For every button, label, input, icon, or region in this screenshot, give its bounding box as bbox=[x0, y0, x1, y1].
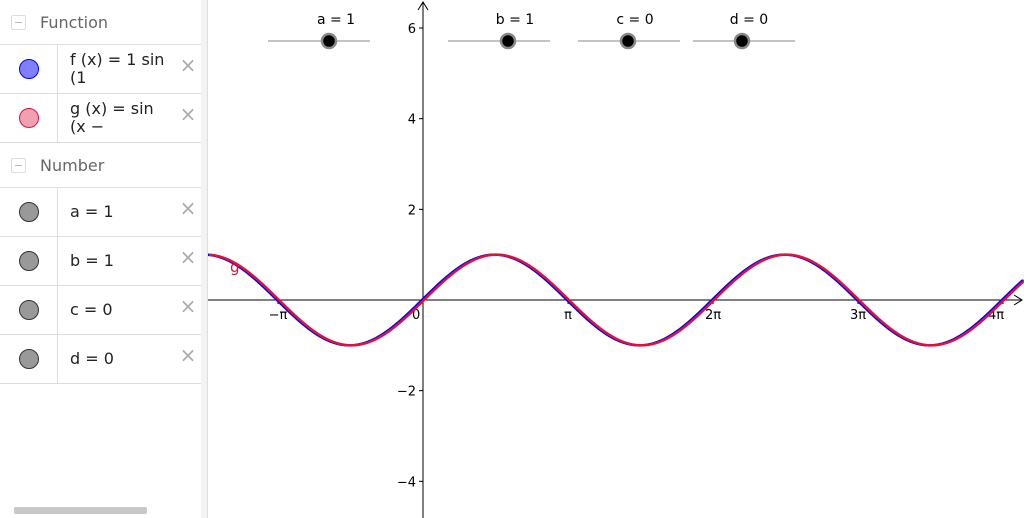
group-header-number[interactable]: Number bbox=[0, 143, 201, 188]
y-tick-label: 6 bbox=[408, 22, 416, 37]
scrollbar-thumb[interactable] bbox=[14, 507, 147, 514]
delete-icon[interactable]: × bbox=[179, 294, 197, 318]
algebra-item[interactable]: a = 1 × bbox=[0, 188, 201, 237]
group-label: Function bbox=[40, 12, 109, 32]
y-tick-label: 4 bbox=[408, 113, 416, 128]
delete-icon[interactable]: × bbox=[179, 196, 197, 220]
algebra-item[interactable]: d = 0 × bbox=[0, 335, 201, 384]
x-tick-label: 3π bbox=[850, 308, 866, 323]
y-tick-label: 2 bbox=[408, 203, 416, 218]
slider-handle[interactable] bbox=[320, 32, 338, 50]
function-g-curve[interactable] bbox=[208, 253, 1024, 347]
slider-label: a = 1 bbox=[317, 12, 355, 28]
collapse-toggle-icon[interactable] bbox=[11, 157, 26, 173]
algebra-item[interactable]: f (x) = 1 sin (1 × bbox=[0, 45, 201, 94]
algebra-item[interactable]: g (x) = sin (x − × bbox=[0, 94, 201, 143]
algebra-item-text[interactable]: f (x) = 1 sin (1 bbox=[70, 50, 165, 87]
visibility-toggle[interactable] bbox=[18, 349, 39, 369]
slider-label: d = 0 bbox=[730, 12, 768, 28]
horizontal-scrollbar[interactable] bbox=[0, 504, 201, 516]
curve-label-g: g bbox=[230, 258, 240, 276]
group-label: Number bbox=[40, 155, 105, 175]
algebra-item-text[interactable]: a = 1 bbox=[70, 202, 114, 221]
slider-handle[interactable] bbox=[619, 32, 637, 50]
visibility-toggle[interactable] bbox=[18, 251, 39, 271]
algebra-item[interactable]: b = 1 × bbox=[0, 237, 201, 286]
delete-icon[interactable]: × bbox=[179, 53, 197, 77]
algebra-item-text[interactable]: b = 1 bbox=[70, 251, 114, 270]
algebra-view: Function f (x) = 1 sin (1 × g (x) = sin (x … bbox=[0, 0, 202, 518]
x-axis-arrow-icon bbox=[1013, 294, 1023, 306]
collapse-toggle-icon[interactable] bbox=[11, 14, 26, 30]
slider-label: c = 0 bbox=[616, 12, 653, 28]
panel-divider[interactable] bbox=[201, 0, 208, 518]
slider-label: b = 1 bbox=[496, 12, 534, 28]
y-tick-label: −4 bbox=[397, 475, 416, 490]
visibility-toggle[interactable] bbox=[18, 108, 39, 128]
slider-handle[interactable] bbox=[733, 32, 751, 50]
algebra-item-text[interactable]: d = 0 bbox=[70, 349, 114, 368]
x-tick-label: 2π bbox=[705, 308, 721, 323]
x-tick-label: −π bbox=[269, 308, 288, 323]
visibility-toggle[interactable] bbox=[18, 59, 39, 79]
slider-handle[interactable] bbox=[499, 32, 517, 50]
visibility-toggle[interactable] bbox=[18, 300, 39, 320]
origin-label: 0 bbox=[412, 308, 420, 323]
delete-icon[interactable]: × bbox=[179, 102, 197, 126]
algebra-item-text[interactable]: c = 0 bbox=[70, 300, 113, 319]
y-axis-arrow-icon bbox=[417, 1, 429, 11]
algebra-item[interactable]: c = 0 × bbox=[0, 286, 201, 335]
x-tick-label: π bbox=[564, 308, 572, 323]
y-tick-label: −2 bbox=[397, 385, 416, 400]
delete-icon[interactable]: × bbox=[179, 245, 197, 269]
visibility-toggle[interactable] bbox=[18, 202, 39, 222]
group-header-function[interactable]: Function bbox=[0, 0, 201, 45]
delete-icon[interactable]: × bbox=[179, 343, 197, 367]
algebra-item-text[interactable]: g (x) = sin (x − bbox=[70, 99, 154, 136]
